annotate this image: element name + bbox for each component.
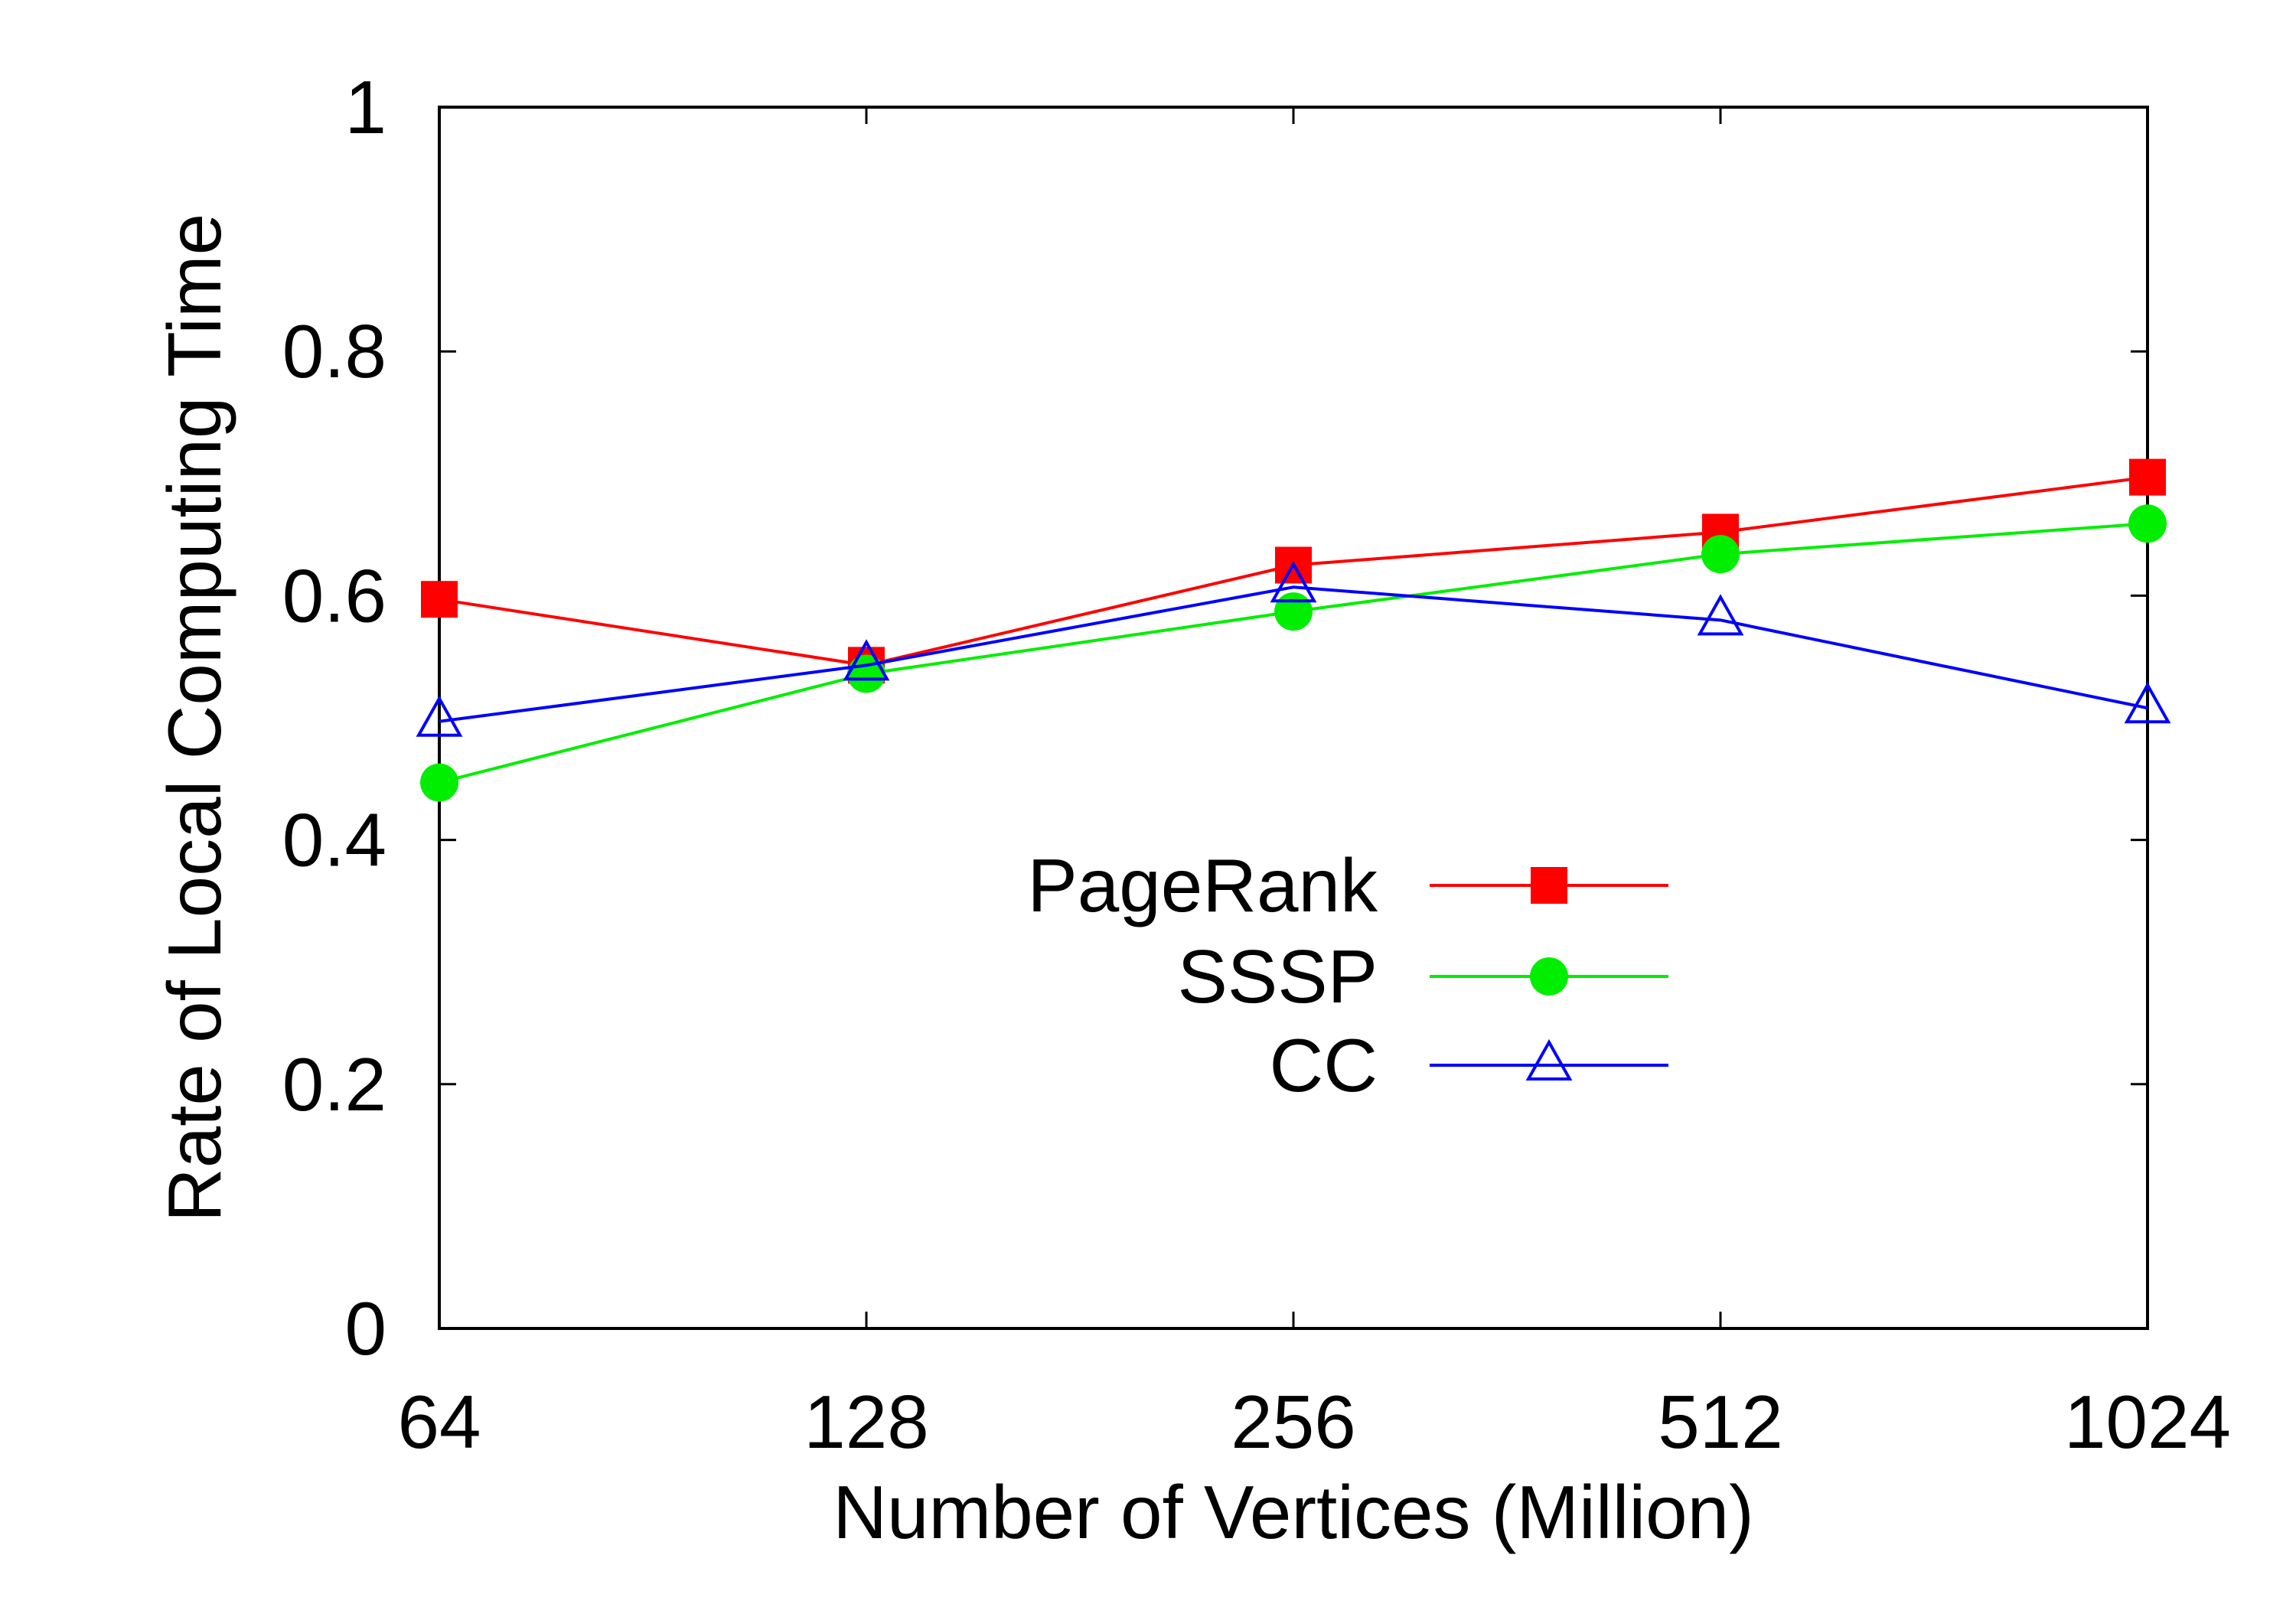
x-tick-label: 128: [804, 1380, 929, 1464]
data-point-sssp: [847, 654, 885, 693]
data-point-pagerank: [2129, 458, 2166, 496]
data-point-cc: [1270, 561, 1317, 603]
legend-marker-pagerank: [1531, 867, 1567, 904]
data-point-sssp: [420, 763, 458, 802]
y-axis-title: Rate of Local Computing Time: [152, 214, 236, 1222]
x-axis: 64 128 256 512 1024: [397, 107, 2231, 1464]
data-point-sssp: [1701, 535, 1740, 574]
legend-marker-cc: [1525, 1038, 1573, 1081]
x-tick-label: 64: [397, 1380, 481, 1464]
y-tick-label: 0.6: [282, 553, 386, 637]
legend-label-sssp: SSSP: [1178, 934, 1378, 1019]
y-tick-label: 0.8: [282, 309, 386, 393]
data-point-pagerank: [421, 581, 458, 618]
series-pagerank: [421, 458, 2166, 684]
y-axis: 0 0.2 0.4 0.6 0.8 1: [282, 65, 2148, 1371]
series-cc: [416, 561, 2171, 737]
x-tick-label: 512: [1658, 1380, 1783, 1464]
data-point-cc: [843, 639, 890, 681]
y-tick-label: 0: [344, 1286, 386, 1371]
data-point-sssp: [1274, 592, 1313, 631]
legend-label-pagerank: PageRank: [1027, 843, 1378, 927]
y-tick-label: 0.4: [282, 798, 386, 882]
data-point-sssp: [2128, 504, 2167, 543]
data-point-cc: [2124, 682, 2171, 724]
data-point-cc: [416, 695, 463, 737]
series-layer: [416, 458, 2171, 802]
x-tick-label: 1024: [2064, 1380, 2231, 1464]
x-axis-title: Number of Vertices (Million): [833, 1470, 1754, 1554]
legend-label-cc: CC: [1269, 1023, 1378, 1107]
series-line-cc: [439, 585, 2148, 723]
legend-marker-sssp: [1530, 957, 1568, 996]
x-tick-label: 256: [1231, 1380, 1356, 1464]
y-tick-label: 0.2: [282, 1042, 386, 1126]
y-tick-label: 1: [344, 65, 386, 149]
series-sssp: [420, 504, 2167, 802]
data-point-cc: [1697, 594, 1744, 636]
